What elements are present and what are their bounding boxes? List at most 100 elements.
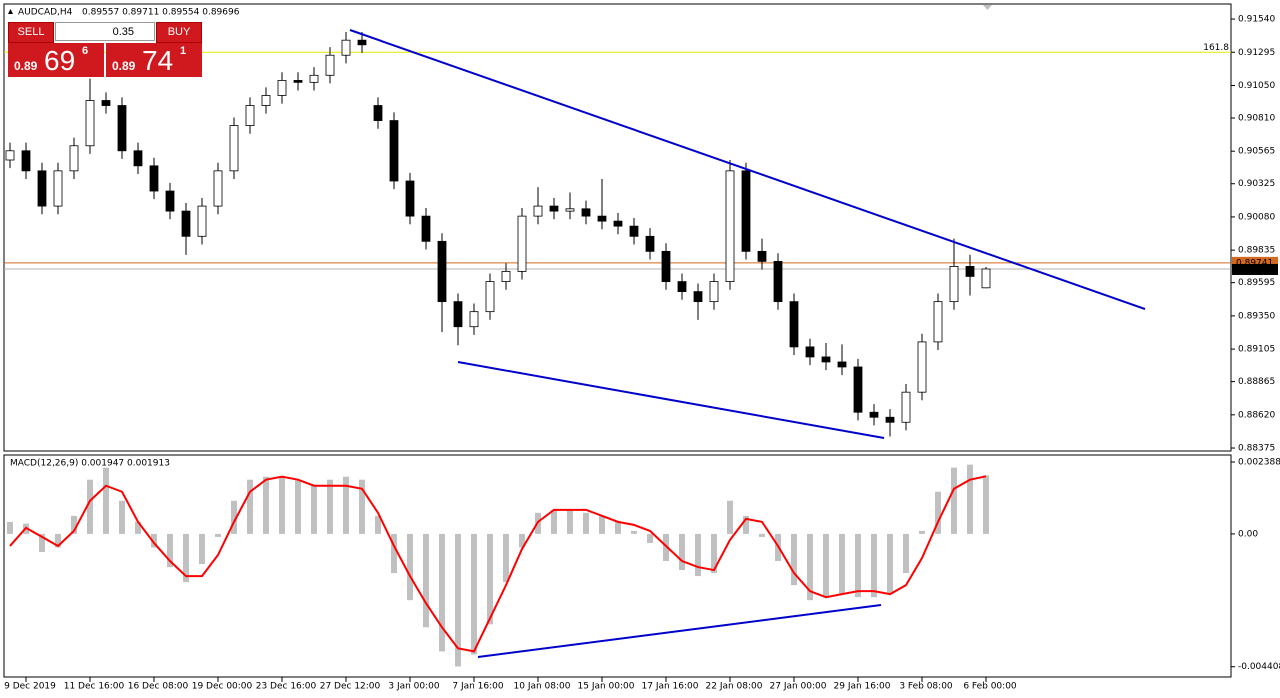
candle-body [437, 240, 447, 303]
candle-body [69, 145, 79, 172]
header-icon [8, 9, 13, 14]
candle-body [501, 271, 511, 282]
macd-bar [263, 476, 269, 534]
macd-bar [55, 533, 61, 548]
candle-body [821, 356, 831, 363]
macd-bar [423, 533, 429, 628]
x-tick-label: 10 Jan 08:00 [514, 682, 571, 692]
candle-body [469, 311, 479, 328]
candle-body [101, 100, 111, 106]
macd-bar [7, 521, 13, 534]
macd-trendline [477, 604, 882, 658]
macd-bar [711, 533, 717, 574]
x-tick-label: 3 Jan 00:00 [388, 682, 440, 692]
macd-bar [359, 479, 365, 534]
candle-body [261, 95, 271, 106]
lot-size[interactable]: 0.35 [55, 22, 155, 41]
candle-body [181, 210, 191, 237]
macd-bar [439, 533, 445, 652]
macd-title: MACD(12,26,9) 0.001947 0.001913 [10, 459, 170, 469]
sell-price[interactable]: 0.89 69 6 [8, 43, 104, 77]
macd-bar [39, 533, 45, 552]
macd-bar [887, 533, 893, 595]
candle-body [485, 281, 495, 313]
x-tick-label: 16 Dec 08:00 [128, 682, 189, 692]
buy-big-figure: 0.89 [112, 59, 136, 73]
macd-bar [951, 467, 957, 534]
sell-button[interactable]: SELL [8, 22, 54, 43]
macd-bar [247, 479, 253, 534]
macd-bar [903, 533, 909, 574]
macd-bar [983, 475, 989, 534]
candle-body [517, 215, 527, 272]
macd-bar [279, 476, 285, 534]
x-tick-label: 11 Dec 16:00 [64, 682, 125, 692]
macd-bar [567, 509, 573, 534]
candle-body [37, 170, 47, 207]
macd-bar [375, 515, 381, 534]
candle-body [293, 80, 303, 83]
ohlc-readout: 0.89557 0.89711 0.89554 0.89696 [82, 8, 240, 18]
macd-bar [519, 533, 525, 548]
macd-bar [807, 533, 813, 601]
macd-bar [727, 500, 733, 534]
macd-bar [743, 515, 749, 534]
y-tick-label: 0.89835 [1238, 246, 1275, 256]
candle-body [965, 265, 975, 277]
macd-bar [71, 515, 77, 534]
y-tick-label: 0.90080 [1238, 212, 1275, 222]
macd-bar [967, 464, 973, 534]
macd-bar [407, 533, 413, 601]
y-tick-label: 0.89105 [1238, 345, 1275, 355]
candle-body [309, 74, 319, 83]
candle-body [613, 220, 623, 227]
candle-body [581, 208, 591, 217]
macd-bar [455, 533, 461, 667]
candle-body [869, 411, 879, 418]
x-tick-label: 27 Dec 12:00 [320, 682, 381, 692]
candle-body [597, 215, 607, 222]
candle-body [949, 265, 959, 303]
macd-bar [343, 476, 349, 534]
x-tick-label: 9 Dec 2019 [4, 682, 56, 692]
candle-body [901, 391, 911, 423]
candle-body [453, 301, 463, 328]
y-tick-label: 0.88375 [1238, 444, 1275, 454]
y-tick-label: 0.88865 [1238, 377, 1275, 387]
trendline-resistance [349, 29, 1146, 310]
buy-pips: 74 [142, 45, 174, 76]
macd-bar [151, 533, 157, 548]
sell-fraction: 6 [82, 45, 89, 57]
y-tick-label: -0.004408 [1238, 662, 1280, 672]
x-tick-label: 3 Feb 08:00 [899, 682, 953, 692]
macd-bar [935, 491, 941, 534]
macd-bar [823, 533, 829, 598]
macd-bar [471, 533, 477, 655]
candle-body [773, 260, 783, 303]
macd-bar [231, 500, 237, 534]
candle-body [885, 416, 895, 423]
candle-body [741, 170, 751, 252]
candle-body [981, 268, 991, 289]
buy-button[interactable]: BUY [156, 22, 202, 43]
macd-signal [9, 475, 987, 653]
trade-panel: SELL 0.35 BUY 0.89 69 6 0.89 74 1 [8, 22, 202, 78]
candle-body [245, 105, 255, 126]
bid-box [1232, 263, 1278, 275]
candle-body [709, 281, 719, 303]
bid-label: 0.89696 [1236, 265, 1273, 275]
y-tick-label: 0.91540 [1238, 15, 1275, 25]
macd-bar [759, 533, 765, 537]
level-label: 161.8 [1203, 43, 1229, 53]
candle-body [53, 170, 63, 207]
candle-body [341, 39, 351, 56]
candle-body [5, 150, 15, 161]
x-tick-label: 27 Jan 00:00 [770, 682, 827, 692]
macd-bar [199, 533, 205, 565]
candle-body [213, 170, 223, 207]
buy-price[interactable]: 0.89 74 1 [106, 43, 202, 77]
macd-bar [215, 533, 221, 537]
y-tick-label: 0.90565 [1238, 147, 1275, 157]
macd-bar [327, 479, 333, 534]
